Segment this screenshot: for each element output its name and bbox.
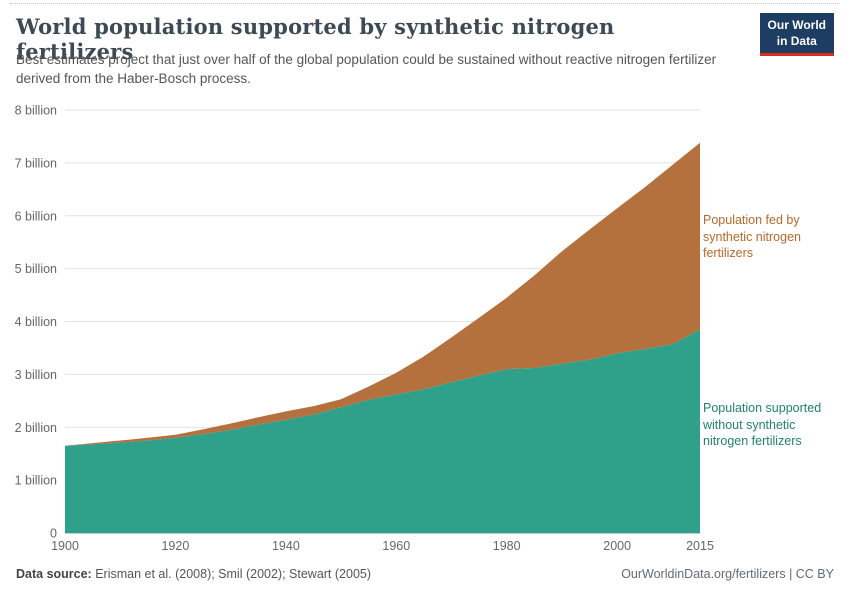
page-subtitle: Best estimates project that just over ha… [16,52,717,86]
y-axis-tick-label: 4 billion [15,315,57,329]
owid-logo-line1: Our World [767,18,826,32]
x-axis-tick-label: 1960 [382,539,410,553]
y-axis-tick-label: 5 billion [15,262,57,276]
x-axis-tick-label: 1900 [51,539,79,553]
y-axis-tick-label: 1 billion [15,474,57,488]
top-divider [10,3,840,4]
annotation-without: Population supported without synthetic n… [703,401,822,448]
area-without-fertilizers[interactable] [65,329,700,533]
x-axis-tick-label: 2000 [603,539,631,553]
x-axis-tick-label: 1980 [493,539,521,553]
footer-source-label: Data source: [16,567,92,581]
footer-source-text: Erisman et al. (2008); Smil (2002); Stew… [91,567,372,581]
x-axis-tick-label: 1920 [161,539,189,553]
area-fed-by-fertilizers[interactable] [65,142,700,446]
footer-source: Data source: Erisman et al. (2008); Smil… [16,567,371,581]
y-axis-tick-label: 7 billion [15,156,57,170]
y-axis-tick-label: 6 billion [15,209,57,223]
footer: Data source: Erisman et al. (2008); Smil… [16,567,834,581]
owid-logo[interactable]: Our World in Data [759,13,834,57]
annotation-fed: Population fed by synthetic nitrogen fer… [703,213,801,260]
owid-logo-line2: in Data [776,33,817,48]
page-title: World population supported by synthetic … [16,14,615,64]
y-axis-tick-label: 3 billion [15,368,57,382]
footer-license-link[interactable]: OurWorldinData.org/fertilizers | CC BY [621,567,834,581]
y-axis-tick-label: 0 [50,527,57,541]
y-axis-tick-label: 2 billion [15,421,57,435]
chart-svg: 0 1 billion 2 billion 3 billion 4 billion 5 b… [15,104,714,554]
x-axis-tick-label: 1940 [272,539,300,553]
y-axis-tick-label: 8 billion [15,104,57,118]
x-axis-tick-label: 2015 [686,539,714,553]
